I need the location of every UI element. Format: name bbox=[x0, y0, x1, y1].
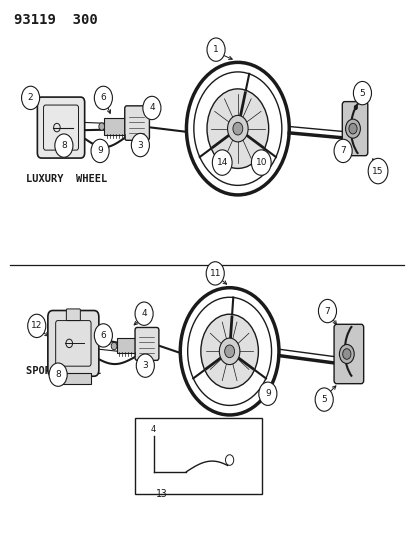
Text: 3: 3 bbox=[137, 141, 143, 150]
FancyBboxPatch shape bbox=[37, 97, 84, 158]
Circle shape bbox=[227, 115, 247, 142]
Circle shape bbox=[94, 324, 112, 347]
Circle shape bbox=[233, 122, 242, 135]
Circle shape bbox=[136, 354, 154, 377]
Circle shape bbox=[28, 314, 46, 337]
Circle shape bbox=[21, 86, 40, 110]
Text: 5: 5 bbox=[320, 395, 326, 404]
FancyBboxPatch shape bbox=[66, 309, 80, 320]
Circle shape bbox=[142, 96, 161, 119]
FancyBboxPatch shape bbox=[135, 327, 159, 360]
Text: 6: 6 bbox=[100, 331, 106, 340]
Circle shape bbox=[49, 363, 67, 386]
Circle shape bbox=[55, 134, 73, 157]
Text: 93119  300: 93119 300 bbox=[14, 13, 97, 27]
Text: 14: 14 bbox=[216, 158, 227, 167]
Circle shape bbox=[339, 344, 354, 364]
Circle shape bbox=[111, 342, 116, 350]
Text: 8: 8 bbox=[61, 141, 66, 150]
Text: 9: 9 bbox=[264, 389, 270, 398]
Circle shape bbox=[219, 338, 239, 365]
Circle shape bbox=[367, 158, 387, 184]
Circle shape bbox=[94, 86, 112, 110]
Text: 13: 13 bbox=[156, 489, 167, 499]
Text: 7: 7 bbox=[324, 306, 330, 316]
Text: 1: 1 bbox=[213, 45, 218, 54]
Text: 4: 4 bbox=[149, 103, 154, 112]
Text: 12: 12 bbox=[31, 321, 43, 330]
Text: 7: 7 bbox=[339, 147, 345, 156]
Text: 11: 11 bbox=[209, 269, 221, 278]
Circle shape bbox=[212, 150, 232, 175]
Circle shape bbox=[345, 119, 359, 138]
Circle shape bbox=[131, 133, 149, 157]
FancyBboxPatch shape bbox=[342, 102, 367, 156]
Circle shape bbox=[348, 123, 356, 134]
FancyBboxPatch shape bbox=[58, 373, 90, 384]
Text: LUXURY  WHEEL: LUXURY WHEEL bbox=[26, 174, 107, 184]
Text: 4: 4 bbox=[141, 309, 147, 318]
FancyBboxPatch shape bbox=[124, 106, 149, 140]
Circle shape bbox=[314, 388, 332, 411]
Circle shape bbox=[258, 382, 276, 406]
Text: 5: 5 bbox=[359, 88, 364, 98]
Circle shape bbox=[266, 383, 270, 389]
Circle shape bbox=[206, 38, 225, 61]
Text: 10: 10 bbox=[255, 158, 266, 167]
Circle shape bbox=[333, 139, 351, 163]
FancyBboxPatch shape bbox=[333, 324, 363, 384]
Circle shape bbox=[353, 82, 370, 105]
Circle shape bbox=[318, 300, 336, 322]
FancyBboxPatch shape bbox=[135, 418, 261, 494]
Circle shape bbox=[200, 314, 258, 389]
Text: 9: 9 bbox=[97, 147, 103, 156]
Text: 6: 6 bbox=[100, 93, 106, 102]
Text: 2: 2 bbox=[28, 93, 33, 102]
Circle shape bbox=[353, 105, 357, 110]
Circle shape bbox=[206, 262, 224, 285]
Circle shape bbox=[342, 349, 350, 359]
Circle shape bbox=[224, 345, 234, 358]
FancyBboxPatch shape bbox=[116, 337, 138, 353]
Circle shape bbox=[206, 89, 268, 168]
Circle shape bbox=[135, 302, 153, 325]
Text: 15: 15 bbox=[371, 166, 383, 175]
Text: 8: 8 bbox=[55, 370, 61, 379]
Text: SPORT  WHEEL: SPORT WHEEL bbox=[26, 367, 101, 376]
Circle shape bbox=[99, 123, 104, 130]
FancyBboxPatch shape bbox=[48, 311, 99, 376]
Text: 4: 4 bbox=[151, 424, 156, 433]
FancyBboxPatch shape bbox=[104, 118, 128, 135]
Text: 3: 3 bbox=[142, 361, 148, 370]
Circle shape bbox=[91, 139, 109, 163]
Circle shape bbox=[251, 150, 271, 175]
